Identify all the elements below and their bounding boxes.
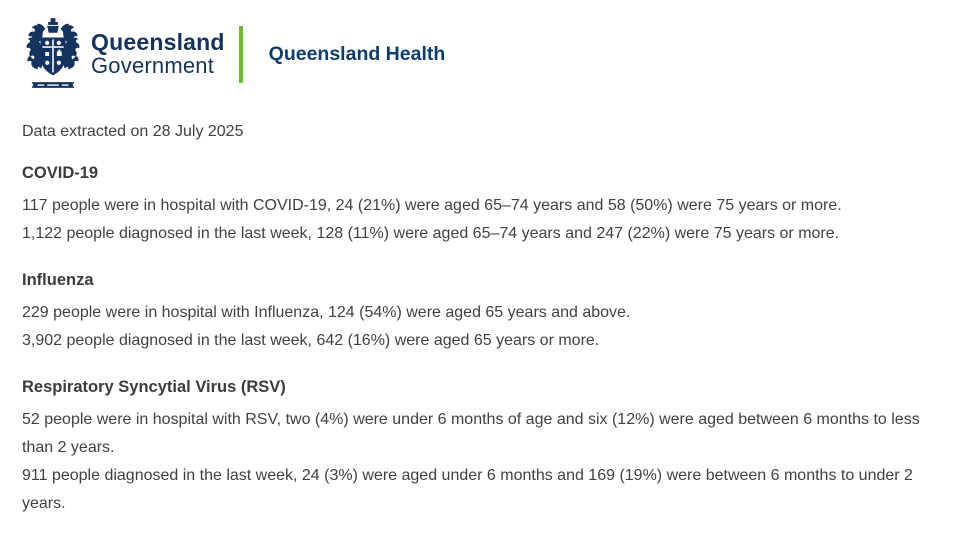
covid19-diagnosed-stat: 1,122 people diagnosed in the last week,… — [22, 225, 840, 242]
report-content: Data extracted on 28 July 2025 COVID-19 … — [0, 123, 957, 518]
rsv-diagnosed-stat: 911 people diagnosed in the last week, 2… — [22, 467, 913, 512]
section-influenza: Influenza 229 people were in hospital wi… — [22, 271, 935, 355]
section-heading-influenza: Influenza — [22, 271, 94, 289]
site-title-queensland-health[interactable]: Queensland Health — [268, 42, 446, 65]
coat-of-arms-icon — [26, 18, 80, 88]
section-covid19: COVID-19 117 people were in hospital wit… — [22, 164, 935, 248]
section-rsv: Respiratory Syncytial Virus (RSV) 52 peo… — [22, 378, 935, 518]
section-heading-rsv: Respiratory Syncytial Virus (RSV) — [22, 378, 286, 396]
logo-line-government: Government — [91, 52, 215, 78]
data-extracted-date: Data extracted on 28 July 2025 — [22, 123, 244, 140]
queensland-government-logo[interactable]: Queensland Government — [22, 17, 225, 91]
section-heading-covid19: COVID-19 — [22, 164, 99, 182]
influenza-diagnosed-stat: 3,902 people diagnosed in the last week,… — [22, 332, 600, 349]
logo-wordmark: Queensland Government — [91, 29, 225, 78]
influenza-hospital-stat: 229 people were in hospital with Influen… — [22, 304, 631, 321]
rsv-hospital-stat: 52 people were in hospital with RSV, two… — [22, 411, 920, 456]
covid19-hospital-stat: 117 people were in hospital with COVID-1… — [22, 197, 842, 214]
logo-line-queensland: Queensland — [91, 29, 225, 56]
site-header: Queensland Government Queensland Health — [0, 0, 957, 94]
header-divider — [238, 25, 243, 83]
